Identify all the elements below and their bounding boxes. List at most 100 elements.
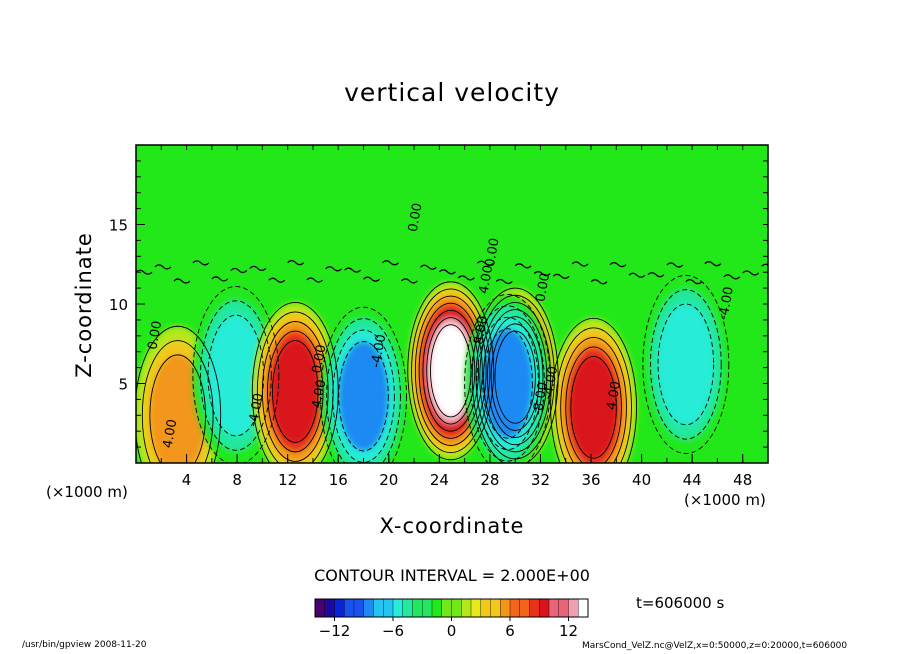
y-tick-label: 15: [109, 217, 128, 235]
x-tick-label: 36: [581, 471, 600, 489]
contour-line: [414, 295, 487, 446]
contour-line: [267, 330, 324, 453]
contour-line: [555, 327, 632, 463]
x-axis: 4 8 12 16 20 24 28 32 36 40 44 48: [160, 145, 752, 489]
zero-contour: [533, 270, 551, 277]
zero-contour: [571, 261, 589, 267]
contour-label: 4.00: [604, 380, 624, 411]
contour-label: 0.00: [483, 237, 503, 268]
zero-contour: [211, 276, 229, 282]
y-tick-label: 5: [118, 376, 128, 394]
contour-label: 0.00: [533, 272, 553, 303]
zero-contour: [704, 261, 722, 267]
contour-line: [407, 281, 495, 461]
contour-line: [141, 340, 214, 463]
zero-contour: [457, 275, 475, 281]
zero-contour: [628, 272, 646, 278]
contour-line: [490, 323, 540, 431]
colorbar-swatch: [529, 599, 540, 617]
zero-contour: [666, 262, 684, 268]
zero-contour: [742, 270, 760, 276]
colorbar-swatch: [480, 599, 491, 617]
contour-line: [642, 274, 730, 454]
colorbar-swatch: [558, 599, 569, 617]
colorbar-swatch: [393, 599, 404, 617]
y-axis-label: Z-coordinate: [72, 232, 96, 378]
contour-line: [570, 356, 617, 459]
contour-line: [430, 324, 472, 418]
colorbar-tick-label: 6: [505, 622, 515, 640]
contour-label: 8.00: [472, 315, 492, 346]
contour-line: [483, 309, 548, 446]
contour-line: [272, 340, 319, 443]
zero-contour: [325, 266, 343, 272]
time-label: t=606000 s: [636, 594, 725, 612]
contour-label: 4.00: [477, 264, 497, 295]
contour-line: [464, 294, 552, 463]
zero-contour: [495, 278, 513, 285]
colorbar-swatch: [324, 599, 335, 617]
colorbar-swatch: [451, 599, 462, 617]
colorbar-swatch: [315, 599, 326, 617]
colorbar-tick-label: −6: [382, 622, 404, 640]
colorbar-swatch: [441, 599, 452, 617]
contour-line: [422, 309, 479, 432]
zero-contour: [382, 260, 399, 266]
zero-contour: [419, 264, 437, 270]
contour-label: -4.00: [716, 286, 737, 322]
colorbar-swatch: [500, 599, 511, 617]
colorbar-swatch: [510, 599, 521, 617]
contour-lines: [136, 260, 768, 463]
zero-contour: [552, 273, 570, 279]
colorbar-swatch: [334, 599, 345, 617]
x-unit-label-right: (×1000 m): [684, 491, 766, 509]
colorbar-swatch: [363, 599, 374, 617]
colorbar-swatch: [354, 599, 365, 617]
colorbar-swatch: [578, 599, 589, 617]
zero-contour: [268, 277, 286, 283]
zero-contour: [173, 278, 191, 284]
contour-line: [261, 321, 329, 462]
zero-contour: [685, 279, 703, 285]
x-tick-label: 28: [480, 471, 499, 489]
shaded-field: [136, 275, 729, 463]
zero-contour: [609, 262, 627, 268]
zero-contour: [438, 269, 456, 275]
x-tick-label: 44: [683, 471, 702, 489]
contour-line: [565, 346, 622, 463]
zero-contour: [401, 278, 418, 284]
x-tick-label: 12: [278, 471, 297, 489]
zero-contour: [136, 269, 153, 275]
colorbar-swatch: [432, 599, 443, 617]
y-axis: 5 10 15: [109, 160, 768, 448]
x-tick-label: 24: [430, 471, 449, 489]
x-tick-label: 40: [632, 471, 651, 489]
contour-line: [136, 325, 222, 463]
x-tick-label: 32: [531, 471, 550, 489]
contour-label: -4.00: [369, 333, 390, 369]
contour-line: [200, 300, 272, 451]
contour-line: [192, 286, 280, 463]
colorbar-swatch: [422, 599, 433, 617]
contour-label: 0.00: [145, 320, 165, 351]
contour-interval-label: CONTOUR INTERVAL = 2.000E+00: [314, 566, 590, 585]
contour-label: -8.00: [531, 381, 552, 417]
contour-line: [649, 289, 722, 440]
zero-contour: [761, 263, 768, 267]
program-footer: /usr/bin/gpview 2008-11-20: [22, 640, 147, 650]
contour-label: -4.00: [246, 392, 267, 428]
colorbar: −12 −6 0 6 12: [314, 598, 589, 640]
contour-line: [482, 328, 533, 439]
colorbar-swatch: [344, 599, 355, 617]
colorbar-swatch: [539, 599, 550, 617]
zero-contour: [590, 279, 608, 285]
contour-line: [320, 306, 407, 463]
contour-label: 4.00: [310, 378, 330, 409]
colorbar-swatch: [461, 599, 472, 617]
zero-contour: [723, 274, 741, 280]
zero-contour: [363, 276, 380, 282]
contour-line: [426, 317, 476, 425]
contour-line: [332, 329, 395, 463]
contour-line: [550, 317, 637, 463]
zero-contour: [306, 277, 324, 283]
